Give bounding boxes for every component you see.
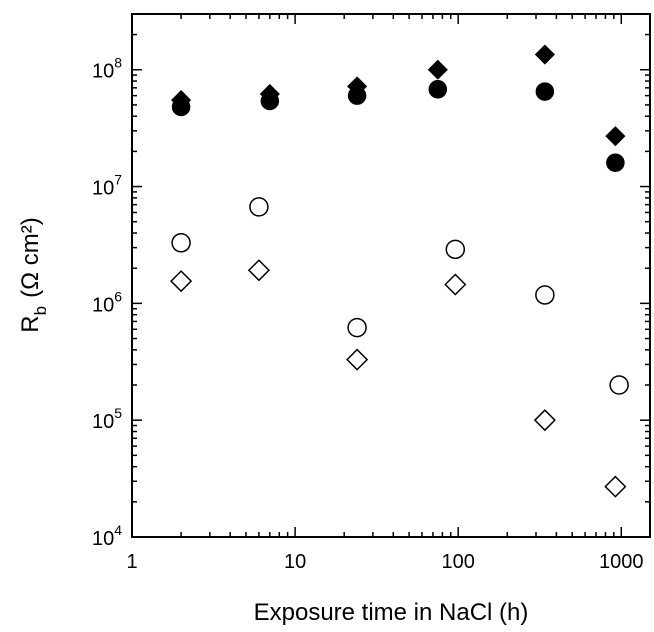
open-diamond-point: [247, 259, 270, 282]
filled-circle-point: [260, 91, 280, 111]
y-tick-label: 105: [92, 405, 122, 433]
open-circle-point: [347, 317, 367, 338]
y-tick-label: 107: [92, 172, 122, 200]
y-tick-label: 106: [92, 288, 122, 316]
x-tick-label: 1: [126, 551, 137, 573]
open-diamond-point: [533, 409, 556, 432]
open-circle-point: [445, 239, 466, 260]
filled-diamond-point: [427, 59, 448, 80]
open-circle-point: [609, 375, 629, 395]
open-circle-point: [535, 285, 555, 305]
x-tick-label: 10: [284, 551, 306, 573]
filled-circle-point: [347, 86, 367, 105]
x-axis-title: Exposure time in NaCl (h): [254, 599, 529, 626]
open-circle-point: [249, 197, 269, 217]
filled-circle-point: [171, 97, 191, 117]
open-circle-point: [171, 233, 191, 253]
open-diamond-point: [170, 270, 193, 293]
x-tick-label: 1000: [599, 551, 644, 573]
data-points: [170, 44, 629, 498]
y-tick-label: 104: [92, 522, 122, 550]
filled-diamond-point: [534, 44, 555, 65]
filled-diamond-point: [605, 126, 626, 147]
open-diamond-point: [604, 475, 627, 498]
filled-circle-point: [535, 82, 555, 101]
y-axis-title-main: R: [17, 315, 44, 332]
open-diamond-point: [444, 273, 467, 296]
filled-circle-point: [606, 153, 625, 172]
y-axis-title-subscript: b: [31, 306, 50, 315]
y-tick-label: 108: [92, 55, 122, 83]
plot-frame: [131, 13, 651, 538]
y-axis-title: Rb (Ω cm²): [17, 217, 50, 332]
x-tick-label: 100: [441, 551, 474, 573]
tick-labels: 1 10 100 1000 104 105 106 107 108: [92, 55, 644, 573]
axis-ticks: [131, 13, 650, 538]
y-axis-title-units: (Ω cm²): [17, 217, 44, 298]
filled-circle-point: [428, 80, 448, 99]
open-diamond-point: [346, 348, 369, 371]
